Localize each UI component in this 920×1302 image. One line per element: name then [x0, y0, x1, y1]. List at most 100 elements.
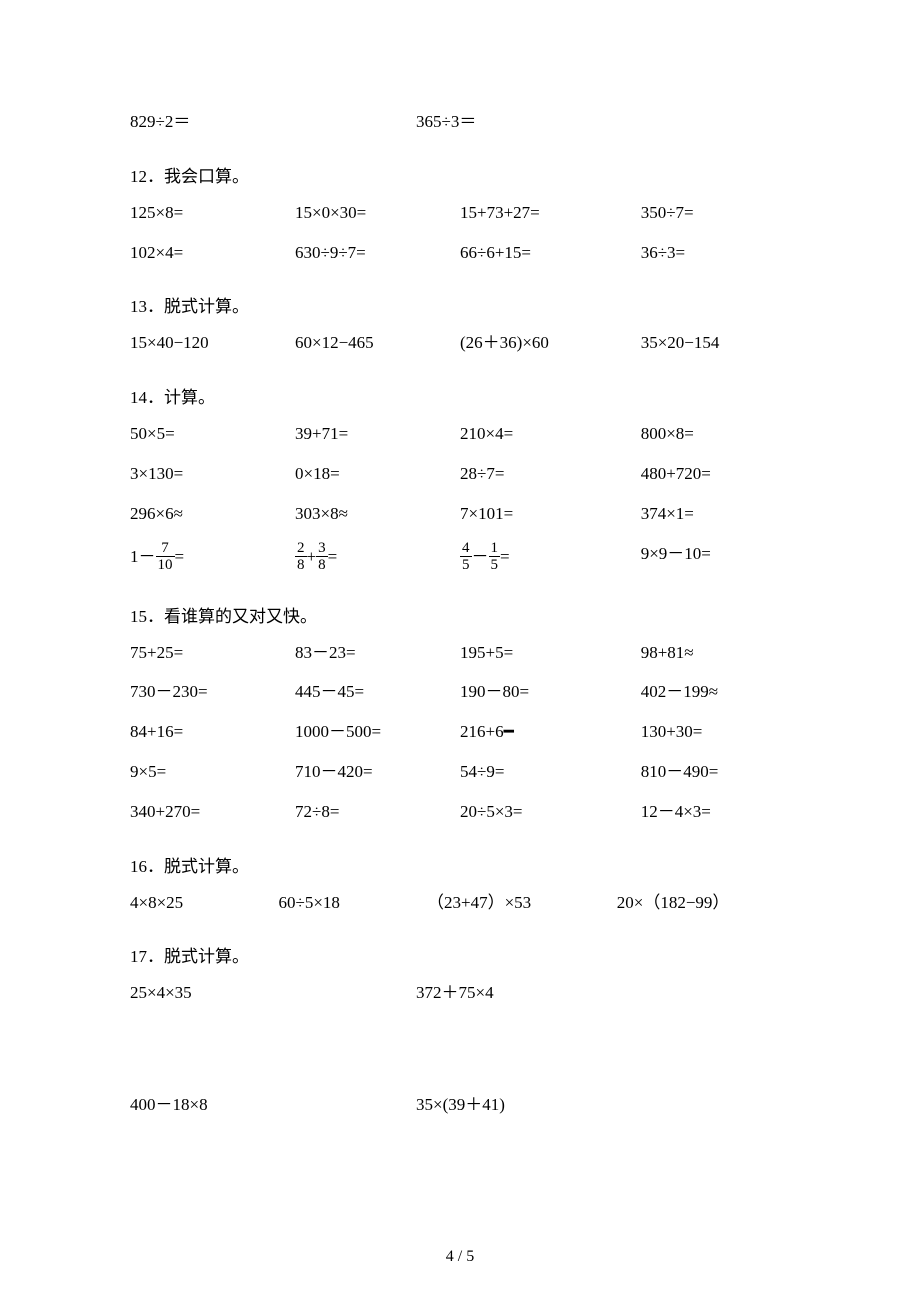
expr-text: = — [500, 546, 510, 565]
expr-cell: 365÷3＝ — [416, 110, 790, 134]
expr-cell: 28+38= — [295, 542, 460, 574]
expr-cell: 195+5= — [460, 641, 641, 665]
fraction: 38 — [316, 541, 328, 573]
fraction-num: 2 — [295, 541, 307, 556]
expr-cell: 72÷8= — [295, 800, 460, 824]
expr-row: 125×8= 15×0×30= 15+73+27= 350÷7= — [130, 201, 790, 225]
expr-cell: 710－420= — [295, 760, 460, 784]
expr-row: 1－710= 28+38= 45－15= 9×9－10= — [130, 542, 790, 574]
fraction: 28 — [295, 541, 307, 573]
expr-cell: 480+720= — [641, 462, 790, 486]
expr-cell: 190－80= — [460, 680, 641, 704]
expr-cell: 340+270= — [130, 800, 295, 824]
expr-cell: 630÷9÷7= — [295, 241, 460, 265]
expr-text: = — [175, 546, 185, 565]
expr-cell: (26＋36)×60 — [460, 331, 641, 355]
expr-cell: 445－45= — [295, 680, 460, 704]
expr-cell: 9×5= — [130, 760, 295, 784]
expr-cell: 810－490= — [641, 760, 790, 784]
expr-cell: 39+71= — [295, 422, 460, 446]
expr-cell: 66÷6+15= — [460, 241, 641, 265]
expr-row: 25×4×35 372＋75×4 — [130, 981, 790, 1005]
fraction-den: 8 — [295, 556, 307, 573]
expr-cell: 60×12−465 — [295, 331, 460, 355]
expr-cell: 25×4×35 — [130, 981, 416, 1005]
expr-cell: 4×8×25 — [130, 891, 279, 915]
expr-row: 75+25= 83－23= 195+5= 98+81≈ — [130, 641, 790, 665]
expr-cell: 372＋75×4 — [416, 981, 790, 1005]
expr-cell: 28÷7= — [460, 462, 641, 486]
expr-cell: 1000－500= — [295, 720, 460, 744]
expr-cell: 303×8≈ — [295, 502, 460, 526]
expr-cell: 20×（182−99） — [617, 891, 790, 915]
expr-text: + — [307, 546, 317, 565]
expr-cell: 12－4×3= — [641, 800, 790, 824]
expr-cell: 50×5= — [130, 422, 295, 446]
expr-row: 340+270= 72÷8= 20÷5×3= 12－4×3= — [130, 800, 790, 824]
fraction-den: 10 — [156, 556, 175, 573]
section-heading: 15．看谁算的又对又快。 — [130, 602, 790, 627]
fraction-num: 3 — [316, 541, 328, 556]
expr-cell: 54÷9= — [460, 760, 641, 784]
expr-cell: （23+47）×53 — [427, 891, 617, 915]
expr-cell: 1－710= — [130, 542, 295, 574]
expr-cell: 75+25= — [130, 641, 295, 665]
section-heading: 14．计算。 — [130, 383, 790, 408]
expr-row: 15×40−120 60×12−465 (26＋36)×60 35×20−154 — [130, 331, 790, 355]
expr-cell: 296×6≈ — [130, 502, 295, 526]
expr-cell: 730－230= — [130, 680, 295, 704]
expr-cell: 800×8= — [641, 422, 790, 446]
expr-cell: 130+30= — [641, 720, 790, 744]
expr-row: 3×130= 0×18= 28÷7= 480+720= — [130, 462, 790, 486]
expr-cell: 15×40−120 — [130, 331, 295, 355]
expr-cell: 400－18×8 — [130, 1093, 416, 1117]
expr-cell: 45－15= — [460, 542, 641, 574]
expr-row: 84+16= 1000－500= 216+6━ 130+30= — [130, 720, 790, 744]
section-heading: 12．我会口算。 — [130, 162, 790, 187]
fraction: 710 — [156, 541, 175, 573]
page: 829÷2＝ 365÷3＝ 12．我会口算。 125×8= 15×0×30= 1… — [0, 0, 920, 1302]
expr-row: 296×6≈ 303×8≈ 7×101= 374×1= — [130, 502, 790, 526]
fraction-den: 5 — [489, 556, 501, 573]
expr-row: 730－230= 445－45= 190－80= 402－199≈ — [130, 680, 790, 704]
work-space — [130, 1021, 790, 1093]
expr-cell: 102×4= — [130, 241, 295, 265]
page-number: 4 / 5 — [0, 1248, 920, 1266]
expr-cell: 7×101= — [460, 502, 641, 526]
expr-cell: 84+16= — [130, 720, 295, 744]
expr-cell: 83－23= — [295, 641, 460, 665]
fraction: 45 — [460, 541, 472, 573]
expr-row: 4×8×25 60÷5×18 （23+47）×53 20×（182−99） — [130, 891, 790, 915]
fraction-den: 5 — [460, 556, 472, 573]
expr-cell: 35×20−154 — [641, 331, 790, 355]
fraction-num: 1 — [489, 541, 501, 556]
expr-cell: 35×(39＋41) — [416, 1093, 790, 1117]
fraction-num: 7 — [156, 541, 175, 556]
expr-row: 9×5= 710－420= 54÷9= 810－490= — [130, 760, 790, 784]
fraction: 15 — [489, 541, 501, 573]
fraction-den: 8 — [316, 556, 328, 573]
expr-cell: 9×9－10= — [641, 542, 790, 574]
expr-cell: 125×8= — [130, 201, 295, 225]
expr-row: 829÷2＝ 365÷3＝ — [130, 110, 790, 134]
expr-cell: 374×1= — [641, 502, 790, 526]
expr-row: 102×4= 630÷9÷7= 66÷6+15= 36÷3= — [130, 241, 790, 265]
section-heading: 17．脱式计算。 — [130, 942, 790, 967]
section-heading: 16．脱式计算。 — [130, 852, 790, 877]
section-heading: 13．脱式计算。 — [130, 292, 790, 317]
expr-row: 50×5= 39+71= 210×4= 800×8= — [130, 422, 790, 446]
expr-text: 1－ — [130, 546, 156, 565]
expr-cell: 36÷3= — [641, 241, 790, 265]
expr-cell: 350÷7= — [641, 201, 790, 225]
expr-text: = — [328, 546, 338, 565]
expr-cell: 15×0×30= — [295, 201, 460, 225]
expr-cell: 15+73+27= — [460, 201, 641, 225]
fraction-num: 4 — [460, 541, 472, 556]
expr-text: － — [472, 546, 489, 565]
expr-cell: 98+81≈ — [641, 641, 790, 665]
expr-cell: 402－199≈ — [641, 680, 790, 704]
expr-cell: 210×4= — [460, 422, 641, 446]
expr-cell: 3×130= — [130, 462, 295, 486]
expr-cell: 0×18= — [295, 462, 460, 486]
expr-cell: 20÷5×3= — [460, 800, 641, 824]
